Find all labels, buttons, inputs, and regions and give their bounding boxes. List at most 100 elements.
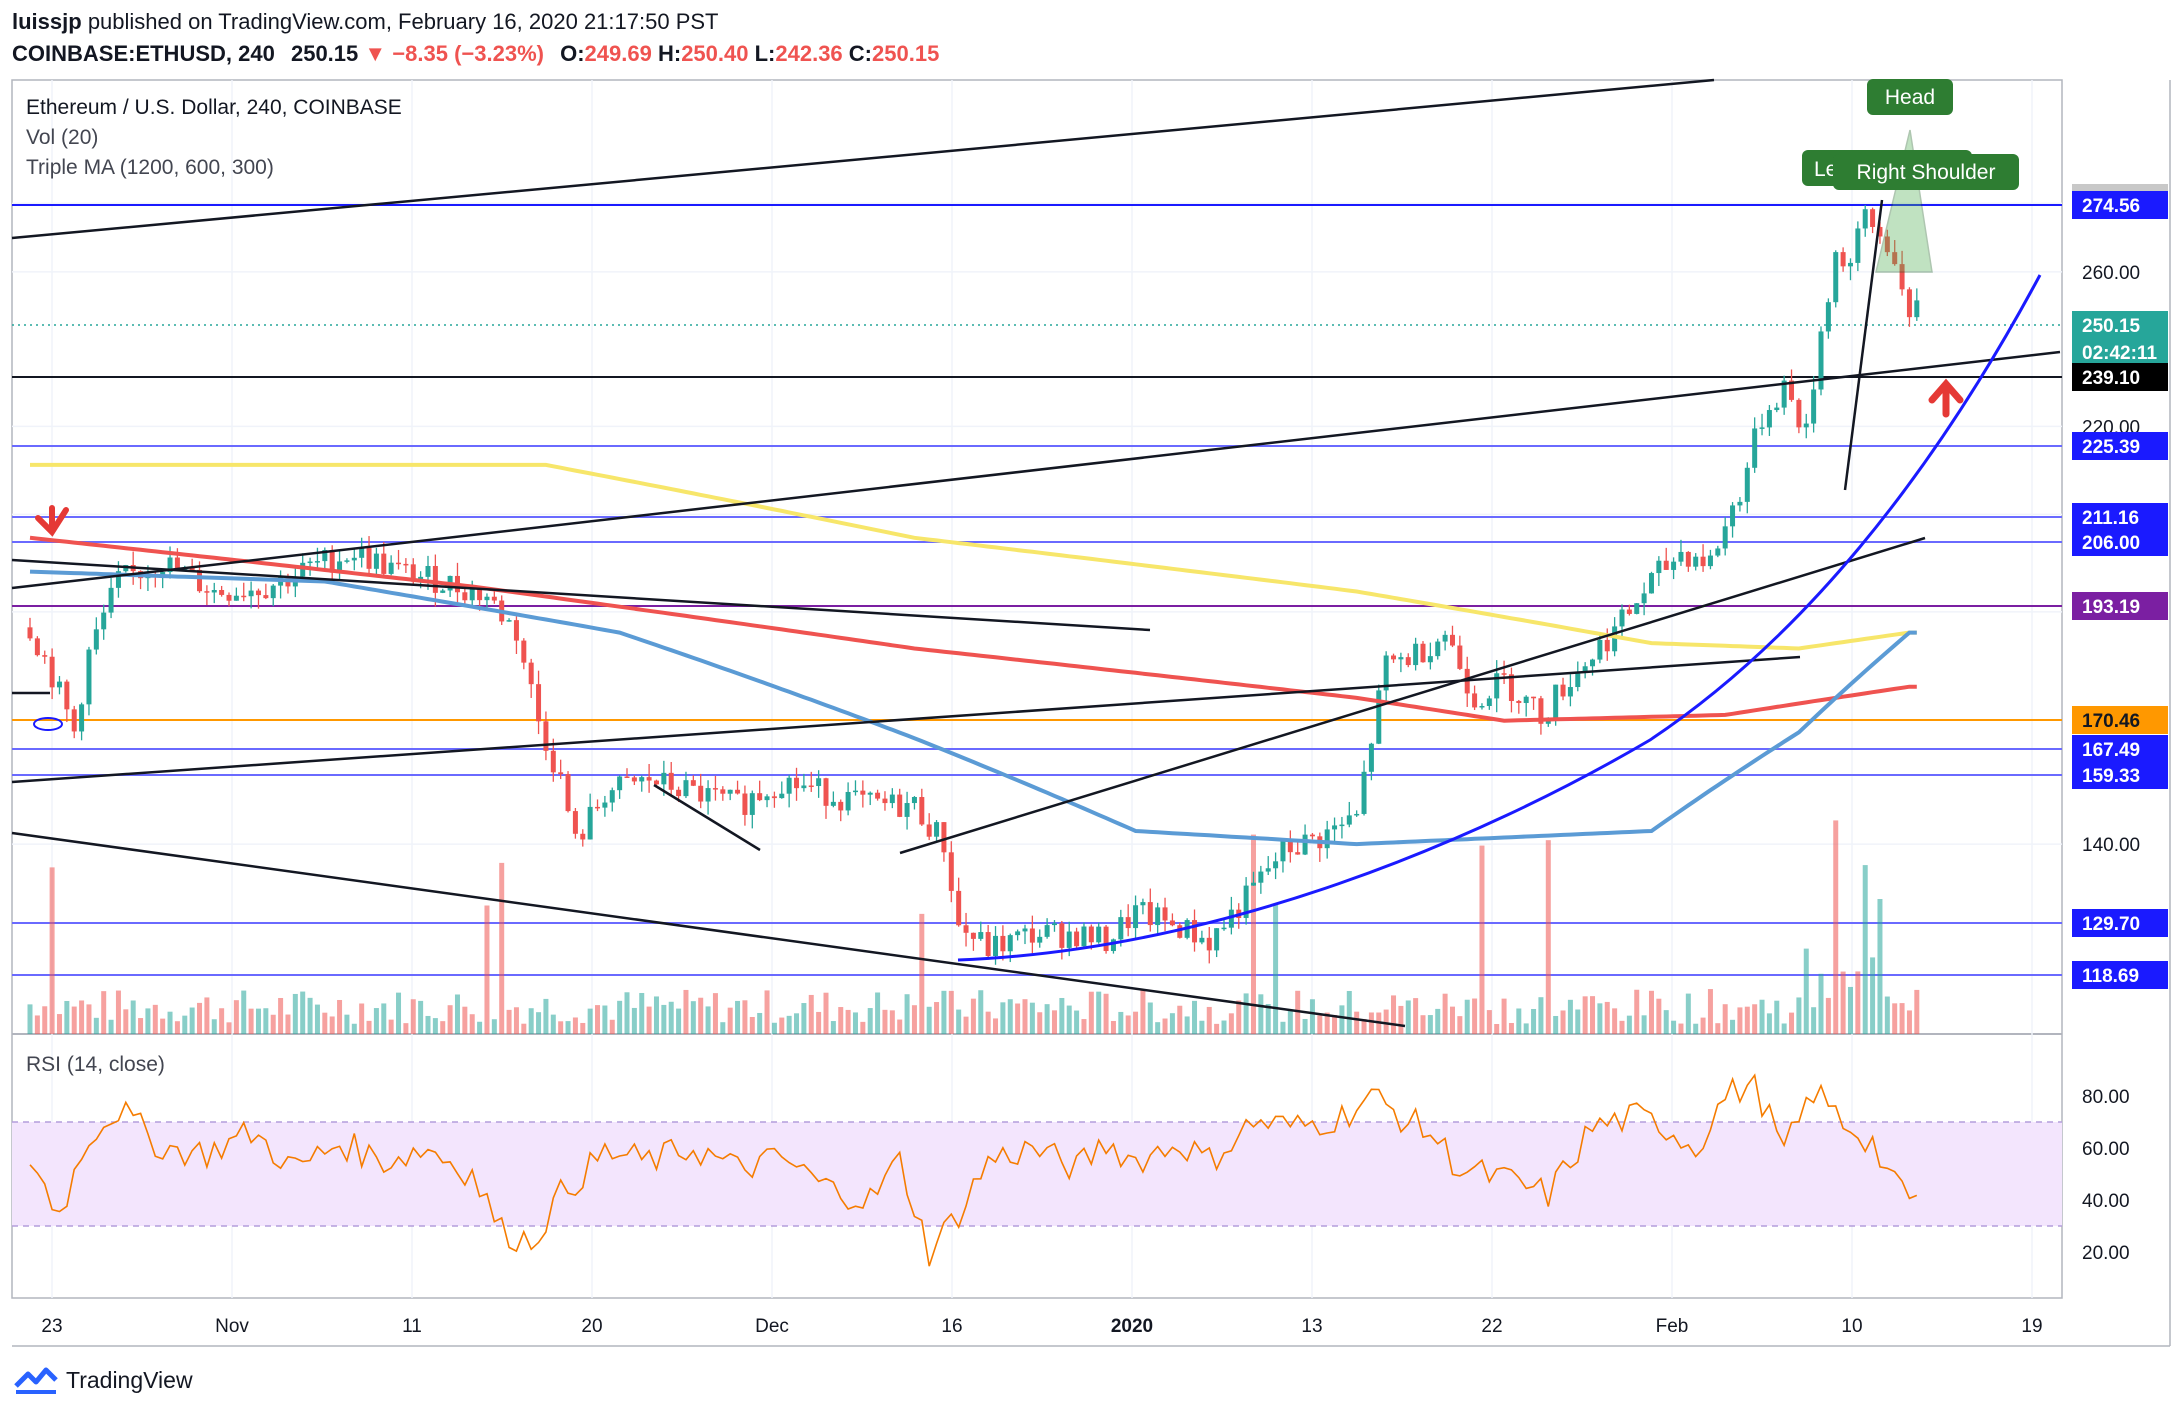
candle-body: [1295, 852, 1301, 855]
candle-body: [1486, 698, 1492, 706]
symbol-info: COINBASE:ETHUSD, 240 250.15 ▼ −8.35 (−3.…: [12, 40, 939, 68]
rsi-tick-label: 20.00: [2082, 1243, 2130, 1264]
volume-bar: [816, 1011, 822, 1034]
candle-body: [1604, 639, 1610, 652]
tradingview-logo[interactable]: TradingView: [14, 1366, 193, 1394]
volume-bar: [1110, 1020, 1116, 1034]
candle-body: [248, 590, 254, 597]
volume-bar: [1051, 1010, 1057, 1034]
candle-body: [1029, 928, 1035, 943]
volume-bar: [366, 1020, 372, 1034]
volume-bar: [875, 992, 881, 1034]
volume-bar: [314, 1004, 320, 1034]
volume-bar: [646, 1006, 652, 1034]
candle-body: [440, 590, 446, 593]
candle-body: [1789, 380, 1795, 400]
up-arrow-icon: [1928, 378, 1964, 418]
volume-bar: [712, 993, 718, 1034]
volume-bar: [1405, 1000, 1411, 1034]
volume-bar: [388, 1019, 394, 1034]
volume-bar: [491, 1019, 497, 1034]
volume-bar: [1855, 971, 1861, 1034]
trend-line: [11, 350, 2061, 590]
trend-line: [11, 78, 1715, 240]
candle-body: [1619, 609, 1625, 627]
rsi-tick-label: 60.00: [2082, 1139, 2130, 1160]
candle-body: [219, 589, 225, 595]
volume-bar: [1811, 1007, 1817, 1034]
candle-body: [1059, 923, 1065, 948]
candle-body: [49, 656, 55, 688]
open-label: O:: [560, 41, 585, 66]
low-label: L:: [754, 41, 776, 66]
volume-bar: [211, 1019, 217, 1034]
volume-bar: [536, 1012, 542, 1034]
volume-bar: [79, 1000, 85, 1034]
volume-bar: [1022, 999, 1028, 1034]
down-arrow-icon: ▼: [364, 41, 387, 66]
volume-bar: [513, 1007, 519, 1034]
candle-body: [381, 553, 387, 574]
candle-body: [1457, 645, 1463, 669]
candle-body: [1892, 252, 1898, 265]
volume-bar: [1590, 996, 1596, 1034]
candle-body: [838, 801, 844, 811]
candle-body: [889, 794, 895, 804]
candle-body: [1663, 560, 1669, 570]
volume-bar: [1236, 1000, 1242, 1034]
volume-bar: [639, 992, 645, 1034]
volume-bar: [462, 1006, 468, 1034]
volume-bar: [1612, 1008, 1618, 1034]
volume-bar: [42, 1006, 48, 1034]
candle-body: [595, 806, 601, 809]
candle-body: [307, 561, 313, 564]
candle-body: [1626, 609, 1632, 614]
volume-bar: [1199, 1020, 1205, 1034]
volume-bar: [1228, 1013, 1234, 1034]
candle-body: [1449, 634, 1455, 646]
volume-bar: [1066, 1005, 1072, 1034]
volume-bar: [1324, 1012, 1330, 1034]
candle-body: [1250, 882, 1256, 886]
candle-body: [1582, 666, 1588, 672]
volume-bar: [329, 1016, 335, 1034]
candle-body: [1022, 928, 1028, 932]
candle-body: [204, 591, 210, 593]
volume-bar: [1523, 1023, 1529, 1034]
x-tick-label: 19: [2021, 1316, 2042, 1337]
volume-bar: [1243, 993, 1249, 1034]
candle-body: [1870, 209, 1876, 227]
candle-body: [211, 589, 217, 593]
volume-bar: [1781, 1023, 1787, 1034]
volume-bar: [34, 1015, 40, 1034]
level-label-bg: [2072, 191, 2168, 219]
x-tick-label: 22: [1481, 1316, 1502, 1337]
volume-bar: [653, 996, 659, 1034]
candle-body: [1752, 428, 1758, 468]
candle-body: [1516, 700, 1522, 704]
volume-bar: [255, 1008, 261, 1034]
volume-bar: [167, 1011, 173, 1034]
candle-body: [1877, 226, 1883, 237]
volume-bar: [484, 905, 490, 1034]
volume-bar: [897, 1019, 903, 1034]
candle-body: [956, 890, 962, 926]
candle-body: [875, 792, 881, 799]
candle-body: [410, 564, 416, 582]
candle-body: [720, 789, 726, 794]
candle-body: [337, 561, 343, 573]
candle-body: [1007, 935, 1013, 952]
candle-body: [1796, 399, 1802, 428]
candle-body: [1855, 228, 1861, 263]
volume-bar: [1825, 997, 1831, 1034]
volume-bar: [1553, 1015, 1559, 1034]
volume-bar: [49, 867, 55, 1034]
volume-bar: [926, 1006, 932, 1034]
volume-bar: [624, 992, 630, 1034]
volume-bar: [1560, 1010, 1566, 1034]
volume-bar: [1700, 1017, 1706, 1034]
volume-bar: [882, 1009, 888, 1034]
volume-bar: [1796, 997, 1802, 1034]
volume-bar: [1833, 820, 1839, 1034]
